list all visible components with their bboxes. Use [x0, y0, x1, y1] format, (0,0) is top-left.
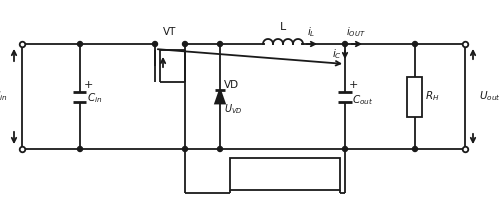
Text: $i_{OUT}$: $i_{OUT}$	[346, 25, 366, 39]
Text: $U_{out}$: $U_{out}$	[479, 90, 499, 103]
Text: +: +	[349, 79, 358, 90]
Bar	[408, 76, 423, 116]
Circle shape	[77, 42, 82, 47]
Text: +: +	[84, 79, 93, 90]
Bar	[230, 158, 340, 190]
Circle shape	[77, 146, 82, 151]
Text: VD: VD	[224, 81, 239, 91]
Text: $C_{out}$: $C_{out}$	[352, 94, 373, 107]
Circle shape	[342, 146, 347, 151]
Circle shape	[218, 42, 223, 47]
Polygon shape	[215, 90, 225, 103]
Text: $U_{in}$: $U_{in}$	[0, 90, 8, 103]
Circle shape	[413, 146, 418, 151]
Text: $R_H$: $R_H$	[426, 90, 440, 103]
Circle shape	[183, 42, 188, 47]
Text: $U_{VD}$: $U_{VD}$	[224, 102, 243, 116]
Circle shape	[413, 42, 418, 47]
Circle shape	[183, 146, 188, 151]
Text: управления: управления	[252, 176, 318, 186]
Text: $i_C$: $i_C$	[332, 47, 342, 61]
Text: $C_{in}$: $C_{in}$	[87, 92, 102, 105]
Circle shape	[153, 42, 158, 47]
Text: VT: VT	[163, 27, 177, 37]
Text: Схема: Схема	[268, 164, 302, 174]
Text: $i_L$: $i_L$	[307, 25, 315, 39]
Text: L: L	[280, 22, 286, 32]
Circle shape	[342, 42, 347, 47]
Circle shape	[218, 146, 223, 151]
